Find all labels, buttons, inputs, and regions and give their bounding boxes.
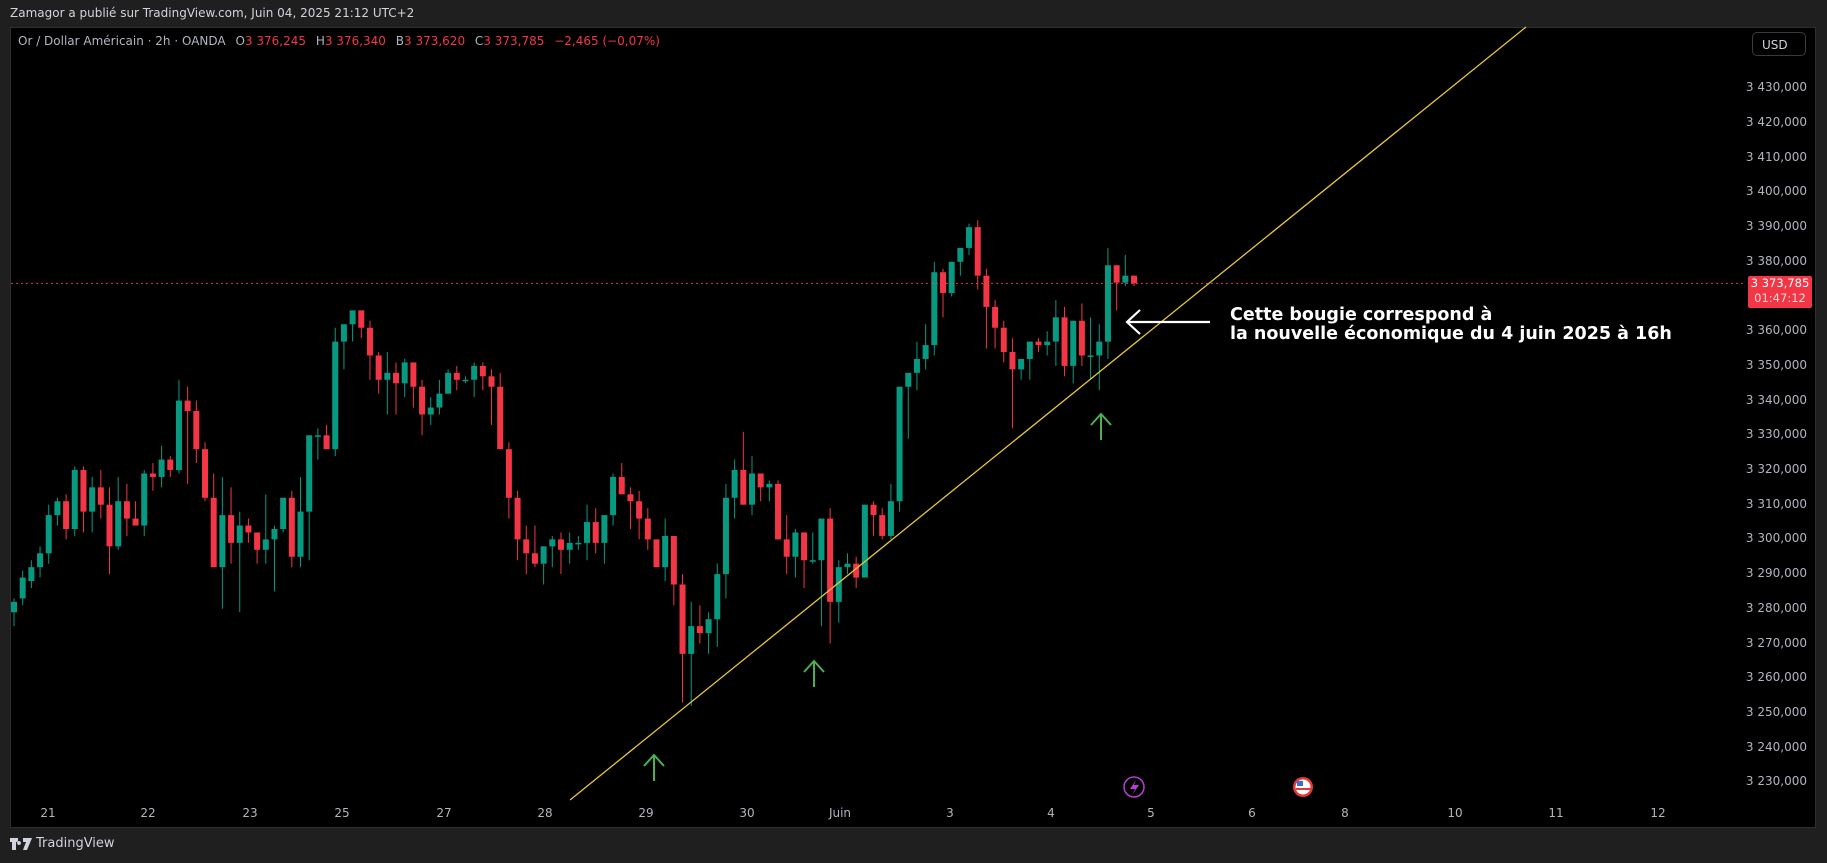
time-tick: 28 [537, 806, 553, 820]
price-tick: 3 280,000 [1745, 600, 1807, 615]
price-tick: 3 350,000 [1745, 357, 1807, 372]
time-tick: 3 [946, 806, 954, 820]
price-tick: 3 290,000 [1745, 566, 1807, 581]
price-tick: 3 420,000 [1745, 115, 1807, 129]
price-tick: 3 340,000 [1745, 392, 1807, 407]
high-value: 3 376,340 [324, 34, 386, 48]
time-tick: 21 [40, 806, 56, 820]
time-tick: 4 [1047, 806, 1055, 820]
symbol-legend: Or / Dollar Américain · 2h · OANDA O3 37… [18, 34, 660, 48]
time-tick: 6 [1248, 806, 1256, 820]
time-tick: 30 [739, 806, 755, 820]
time-tick: 5 [1147, 806, 1155, 820]
price-tick: 3 360,000 [1745, 323, 1807, 338]
change-value: −2,465 (−0,07%) [554, 34, 660, 48]
last-price-value: 3 373,785 [1750, 276, 1810, 290]
price-tick: 3 380,000 [1745, 253, 1807, 268]
price-tick: 3 430,000 [1745, 80, 1807, 95]
open-value: 3 376,245 [244, 34, 306, 48]
price-tick: 3 400,000 [1745, 184, 1807, 199]
symbol-name: Or / Dollar Américain · 2h · OANDA [18, 34, 226, 48]
time-tick: Juin [828, 806, 852, 820]
time-tick: 11 [1548, 806, 1564, 820]
low-value: 3 373,620 [404, 34, 466, 48]
price-tick: 3 240,000 [1745, 739, 1807, 754]
time-tick: 12 [1650, 806, 1666, 820]
price-tick: 3 270,000 [1745, 635, 1807, 650]
time-tick: 25 [334, 806, 350, 820]
time-tick: 8 [1341, 806, 1349, 820]
time-tick: 29 [638, 806, 654, 820]
price-tick: 3 310,000 [1745, 496, 1807, 511]
price-tick: 3 230,000 [1745, 774, 1807, 789]
currency-button[interactable]: USD [1752, 32, 1806, 56]
close-value: 3 373,785 [483, 34, 545, 48]
price-tick: 3 260,000 [1745, 670, 1807, 685]
price-tick: 3 330,000 [1745, 427, 1807, 442]
candle-countdown: 01:47:12 [1754, 291, 1806, 305]
time-tick: 10 [1447, 806, 1463, 820]
chart-annotation[interactable]: Cette bougie correspond à la nouvelle éc… [1230, 305, 1672, 344]
time-tick: 22 [140, 806, 156, 820]
tradingview-logo[interactable]: TradingView [10, 836, 115, 851]
price-tick: 3 390,000 [1745, 219, 1807, 234]
tradingview-logo-icon [10, 837, 32, 850]
price-tick: 3 320,000 [1745, 462, 1807, 476]
chart-pane[interactable] [10, 27, 1816, 828]
price-tick: 3 250,000 [1745, 704, 1807, 719]
price-tick: 3 300,000 [1745, 531, 1807, 546]
time-tick: 27 [436, 806, 452, 820]
published-by: Zamagor a publié sur TradingView.com, Ju… [10, 6, 415, 20]
time-tick: 23 [242, 806, 258, 820]
price-tick: 3 410,000 [1745, 149, 1807, 164]
last-price-label: 3 373,785 01:47:12 [1748, 276, 1812, 308]
